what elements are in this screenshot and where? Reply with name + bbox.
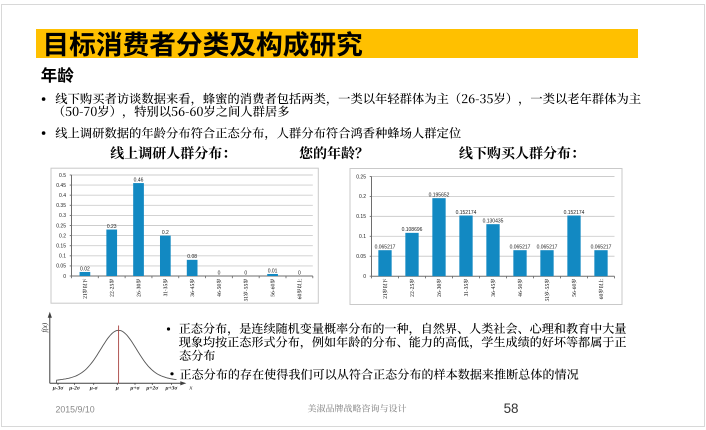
svg-text:0.1: 0.1 <box>359 234 366 240</box>
svg-text:x: x <box>189 384 193 391</box>
svg-text:0.065217: 0.065217 <box>591 244 612 250</box>
svg-text:0.152174: 0.152174 <box>564 210 585 216</box>
svg-text:0.065217: 0.065217 <box>375 244 396 250</box>
svg-text:0.2: 0.2 <box>359 194 366 200</box>
svg-text:f(x): f(x) <box>41 322 49 332</box>
svg-text:0.065217: 0.065217 <box>510 244 531 250</box>
svg-text:0.15: 0.15 <box>56 244 66 250</box>
svg-text:0.08: 0.08 <box>187 254 197 260</box>
svg-text:μ: μ <box>115 386 119 392</box>
svg-text:0: 0 <box>63 274 66 280</box>
svg-text:0: 0 <box>218 270 221 276</box>
svg-text:μ+2σ: μ+2σ <box>145 386 159 392</box>
svg-text:0.5: 0.5 <box>59 173 66 179</box>
svg-text:0.23: 0.23 <box>107 224 117 230</box>
svg-text:0.45: 0.45 <box>56 183 66 189</box>
svg-text:0.25: 0.25 <box>56 223 66 229</box>
svg-text:0.152174: 0.152174 <box>456 210 477 216</box>
svg-text:μ+σ: μ+σ <box>129 386 140 392</box>
svg-text:μ-3σ: μ-3σ <box>52 386 65 392</box>
svg-text:0.35: 0.35 <box>56 203 66 209</box>
svg-text:0.1: 0.1 <box>59 254 66 260</box>
svg-text:0.4: 0.4 <box>59 193 66 199</box>
svg-text:0.2: 0.2 <box>59 233 66 239</box>
svg-text:μ+3σ: μ+3σ <box>164 386 178 392</box>
svg-text:0.195652: 0.195652 <box>429 192 450 198</box>
svg-text:0.065217: 0.065217 <box>537 244 558 250</box>
svg-text:μ-σ: μ-σ <box>89 386 99 392</box>
svg-text:0.05: 0.05 <box>56 264 66 270</box>
svg-text:0: 0 <box>244 270 247 276</box>
svg-text:0.01: 0.01 <box>268 268 278 274</box>
svg-text:0.130435: 0.130435 <box>483 218 504 224</box>
svg-text:0.02: 0.02 <box>80 266 90 272</box>
svg-text:0.108696: 0.108696 <box>402 227 423 233</box>
svg-text:2015/9/10: 2015/9/10 <box>56 405 95 415</box>
svg-text:0.15: 0.15 <box>356 214 366 220</box>
svg-text:58: 58 <box>504 401 519 416</box>
svg-text:0.3: 0.3 <box>59 213 66 219</box>
svg-text:0.2: 0.2 <box>162 230 169 236</box>
svg-text:0.46: 0.46 <box>134 177 144 183</box>
svg-text:0.05: 0.05 <box>356 254 366 260</box>
svg-text:0: 0 <box>298 270 301 276</box>
svg-text:0.25: 0.25 <box>356 174 366 180</box>
svg-text:μ-2σ: μ-2σ <box>68 386 81 392</box>
svg-text:0: 0 <box>363 274 366 280</box>
